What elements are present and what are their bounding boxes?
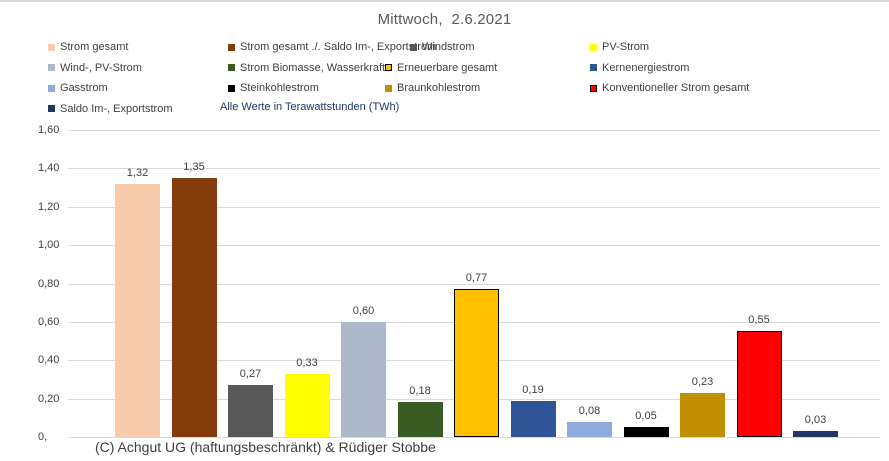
- legend-swatch: [48, 84, 55, 92]
- bar-value-label: 0,05: [635, 410, 657, 423]
- legend-item: Saldo Im-, Exportstrom: [48, 103, 172, 115]
- bar: [341, 321, 386, 437]
- legend-item: Steinkohlestrom: [228, 82, 319, 94]
- legend-item: Strom Biomasse, Wasserkraft: [228, 62, 385, 74]
- bar-value-label: 1,35: [183, 160, 205, 173]
- bar: [284, 373, 330, 437]
- bar: [171, 177, 217, 437]
- y-axis-tick-label: 1,20: [38, 200, 60, 213]
- gridline: [68, 245, 880, 247]
- legend-label: Erneuerbare gesamt: [397, 61, 498, 74]
- legend-label: Steinkohlestrom: [240, 82, 319, 94]
- legend-swatch: [590, 43, 597, 51]
- legend-label: Strom gesamt ./. Saldo Im-, Exportstrom: [240, 41, 437, 53]
- bar: [623, 427, 669, 437]
- legend-item: Gasstrom: [48, 82, 108, 94]
- copyright-label: (C) Achgut UG (haftungsbeschränkt) & Rüd…: [95, 439, 436, 455]
- y-axis-tick-label: 0,40: [38, 354, 60, 367]
- bar: [510, 400, 556, 437]
- legend-swatch: [228, 43, 235, 51]
- legend-label: Windstrom: [422, 41, 475, 53]
- legend-label: PV-Strom: [602, 41, 650, 53]
- gridline: [68, 168, 880, 170]
- legend-item: Strom gesamt: [48, 41, 128, 53]
- legend-item: Windstrom: [410, 41, 475, 53]
- chart-title: Mittwoch, 2.6.2021: [377, 11, 512, 28]
- unit-note: Alle Werte in Terawattstunden (TWh): [220, 101, 400, 113]
- bar-value-label: 0,08: [578, 404, 601, 417]
- y-axis-tick-label: 0,: [38, 431, 48, 443]
- y-axis-tick-label: 1,60: [38, 124, 60, 136]
- y-axis-tick-label: 1,00: [38, 239, 60, 252]
- legend-label: Braunkohlestrom: [397, 82, 481, 94]
- bar-value-label: 0,18: [409, 385, 431, 398]
- legend-item: Kernenergiestrom: [590, 62, 689, 74]
- bar: [567, 421, 612, 437]
- bar: [115, 183, 160, 437]
- y-axis-tick-label: 0,60: [38, 315, 60, 328]
- bar-value-label: 0,27: [239, 368, 262, 381]
- legend-swatch: [48, 64, 55, 71]
- legend-item: Braunkohlestrom: [385, 82, 480, 94]
- legend-item: Strom gesamt ./. Saldo Im-, Exportstrom: [228, 41, 436, 53]
- legend-swatch: [228, 84, 235, 92]
- bar-value-label: 0,19: [522, 383, 544, 396]
- bar: [736, 331, 782, 437]
- legend-swatch: [48, 105, 55, 112]
- gridline: [68, 130, 880, 131]
- bar: [397, 402, 443, 437]
- legend-item: Erneuerbare gesamt: [385, 62, 497, 74]
- y-axis-tick-label: 0,80: [38, 277, 60, 290]
- bar-value-label: 0,33: [296, 356, 318, 369]
- legend-label: Strom gesamt: [60, 41, 129, 53]
- gridline: [68, 283, 880, 285]
- bar-value-label: 0,55: [748, 314, 770, 327]
- gridline: [68, 437, 880, 438]
- bar-value-label: 0,23: [691, 375, 714, 388]
- bar: [793, 431, 838, 437]
- legend-swatch: [590, 84, 597, 92]
- legend-swatch: [48, 43, 55, 51]
- y-axis-tick-label: 0,20: [38, 392, 60, 405]
- gridline: [68, 206, 880, 208]
- bar-value-label: 0,03: [804, 414, 827, 427]
- bar-value-label: 1,32: [126, 166, 149, 179]
- legend-label: Wind-, PV-Strom: [60, 61, 142, 74]
- legend-item: Wind-, PV-Strom: [48, 62, 142, 74]
- legend-label: Konventioneller Strom gesamt: [602, 82, 750, 94]
- legend-label: Saldo Im-, Exportstrom: [60, 102, 173, 115]
- legend-swatch: [228, 64, 235, 71]
- legend-label: Kernenergiestrom: [602, 61, 690, 74]
- bar: [454, 289, 499, 437]
- bar-value-label: 0,77: [465, 272, 488, 285]
- legend-label: Gasstrom: [60, 82, 108, 94]
- bar: [228, 385, 273, 437]
- bar-value-label: 0,60: [352, 304, 375, 317]
- y-axis-tick-label: 1,40: [38, 162, 60, 175]
- legend-swatch: [385, 64, 392, 71]
- legend-swatch: [410, 43, 417, 51]
- legend-item: PV-Strom: [590, 41, 649, 53]
- legend-swatch: [590, 64, 597, 71]
- bar: [680, 392, 725, 437]
- legend-item: Konventioneller Strom gesamt: [590, 82, 749, 94]
- legend-label: Strom Biomasse, Wasserkraft: [240, 61, 386, 74]
- legend-swatch: [385, 84, 392, 92]
